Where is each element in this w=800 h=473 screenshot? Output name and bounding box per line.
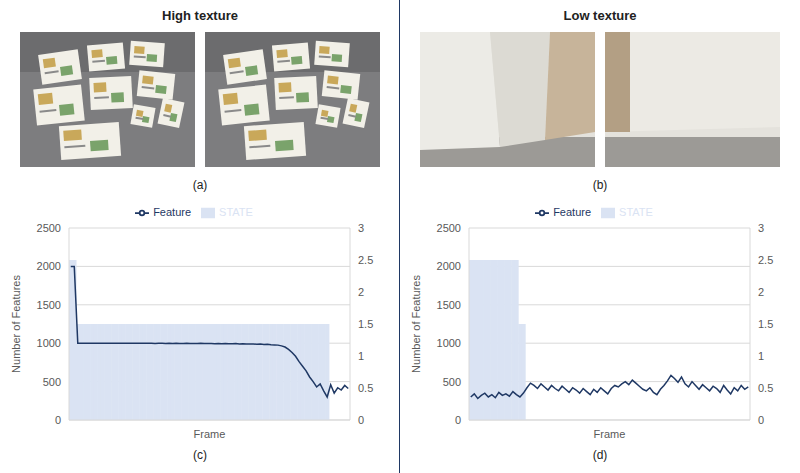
- svg-text:1500: 1500: [437, 299, 461, 311]
- svg-text:1: 1: [758, 350, 764, 362]
- svg-text:0: 0: [358, 414, 364, 426]
- svg-text:3: 3: [358, 222, 364, 234]
- svg-text:1000: 1000: [437, 337, 461, 349]
- svg-text:Frame: Frame: [194, 428, 226, 440]
- html-text:High texture: High texture: [162, 8, 238, 23]
- svg-text:3: 3: [758, 222, 764, 234]
- svg-text:2500: 2500: [37, 222, 61, 234]
- html-text:(d): (d): [592, 448, 608, 462]
- svg-text:2000: 2000: [37, 260, 61, 272]
- svg-text:0: 0: [455, 414, 461, 426]
- svg-text:Number of Features: Number of Features: [10, 275, 22, 373]
- svg-text:1500: 1500: [37, 299, 61, 311]
- svg-text:0.5: 0.5: [358, 382, 373, 394]
- svg-text:2: 2: [758, 286, 764, 298]
- html-text:STATE: STATE: [219, 206, 253, 218]
- svg-text:1: 1: [358, 350, 364, 362]
- html-text:(b): (b): [592, 178, 608, 192]
- svg-text:500: 500: [443, 376, 461, 388]
- html-text:Feature: Feature: [553, 206, 591, 218]
- svg-text:1000: 1000: [37, 337, 61, 349]
- html-text:(a): (a): [192, 178, 208, 192]
- svg-text:0.5: 0.5: [758, 382, 773, 394]
- svg-text:2.5: 2.5: [758, 254, 773, 266]
- svg-text:500: 500: [43, 376, 61, 388]
- svg-text:Frame: Frame: [594, 428, 626, 440]
- svg-text:2500: 2500: [437, 222, 461, 234]
- html-text:(c): (c): [193, 448, 207, 462]
- svg-text:Number of Features: Number of Features: [410, 275, 422, 373]
- svg-text:0: 0: [758, 414, 764, 426]
- html-text:Feature: Feature: [153, 206, 191, 218]
- svg-text:1.5: 1.5: [358, 318, 373, 330]
- svg-text:2: 2: [358, 286, 364, 298]
- svg-text:0: 0: [55, 414, 61, 426]
- svg-text:2000: 2000: [437, 260, 461, 272]
- svg-text:2.5: 2.5: [358, 254, 373, 266]
- html-text:STATE: STATE: [619, 206, 653, 218]
- html-text:Low texture: Low texture: [563, 8, 637, 23]
- svg-text:1.5: 1.5: [758, 318, 773, 330]
